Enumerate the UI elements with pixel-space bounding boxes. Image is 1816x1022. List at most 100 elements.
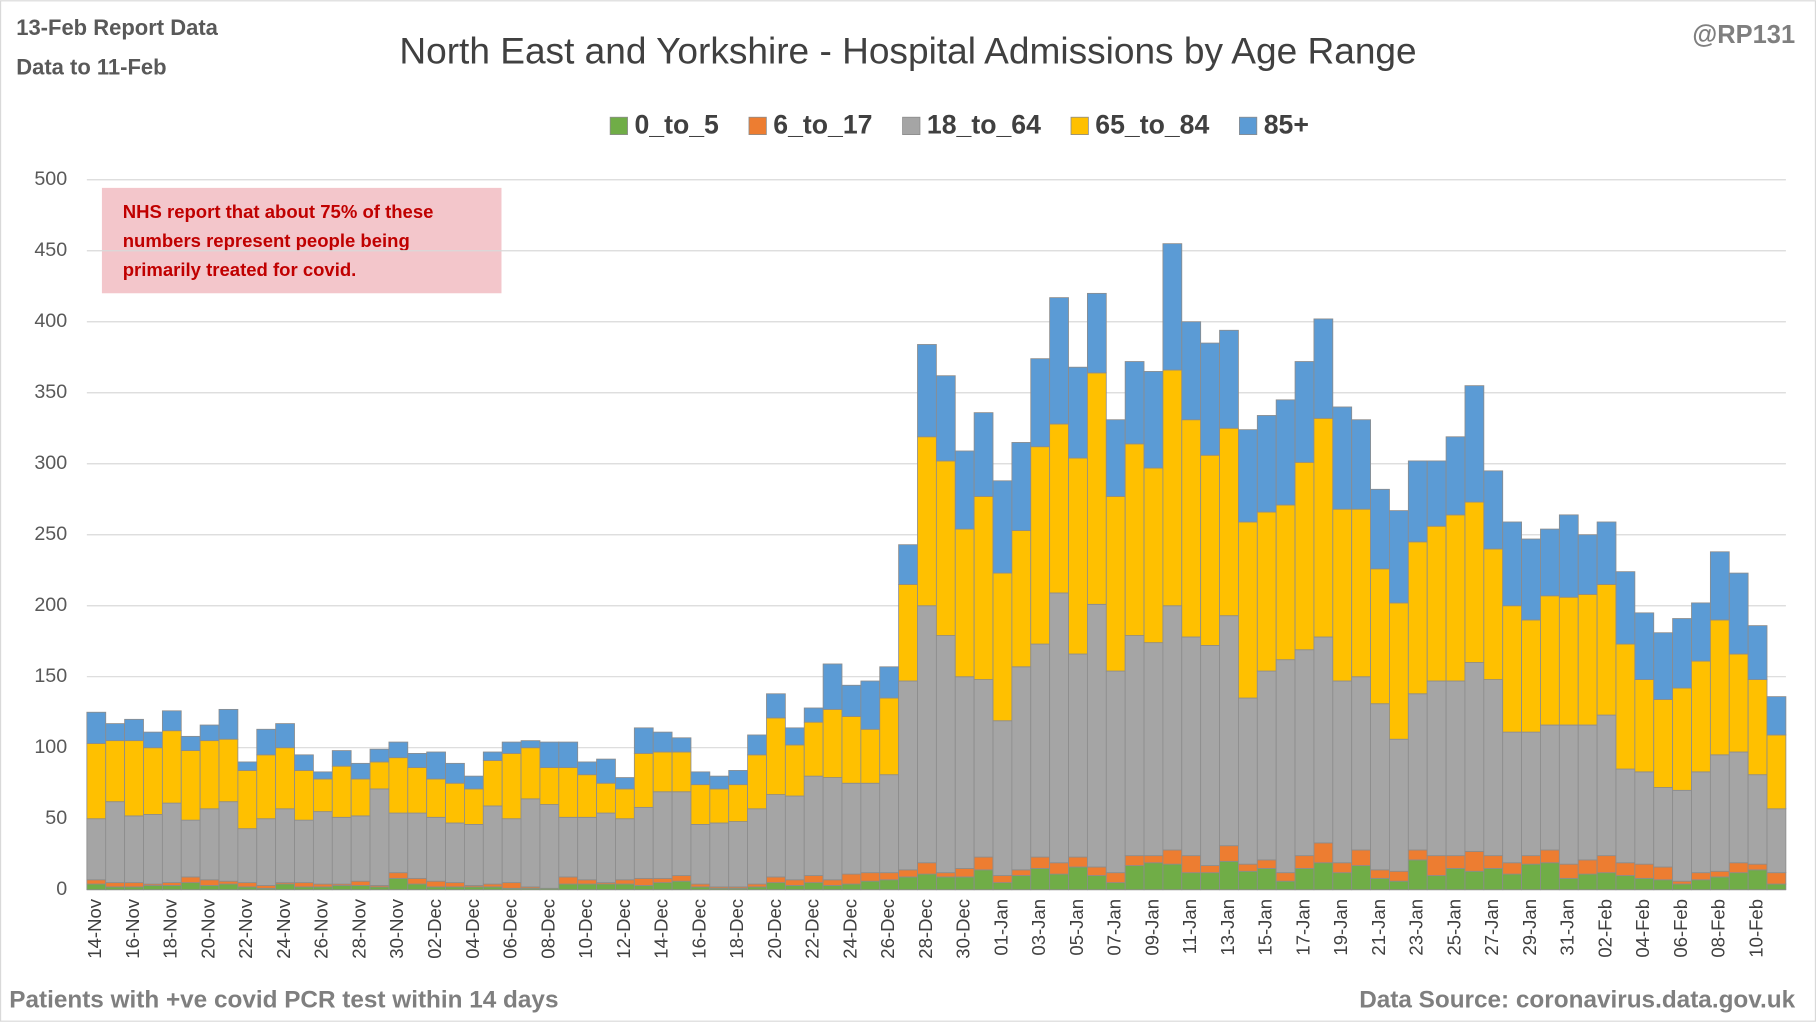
bar-segment (1332, 862, 1353, 874)
bar-segment (898, 876, 918, 891)
annotation-box (101, 187, 502, 294)
bar-segment (596, 812, 616, 884)
bar-segment (690, 784, 711, 825)
bar-segment (1634, 771, 1655, 865)
x-tick-label: 13-Jan (1217, 899, 1238, 956)
bar-segment (1275, 399, 1296, 506)
bar-segment (1577, 859, 1598, 875)
bar-segment (1426, 855, 1447, 876)
bar-segment (1332, 508, 1353, 682)
bar-segment (294, 819, 314, 884)
bar-segment (199, 885, 220, 891)
bar-segment (992, 882, 1013, 891)
bar-segment (615, 879, 635, 885)
footer-left: Patients with +ve covid PCR test within … (9, 986, 558, 1013)
legend-swatch (748, 116, 767, 136)
bar-segment (1558, 514, 1579, 598)
bar-segment (1540, 849, 1560, 864)
bar-segment (256, 728, 277, 756)
report-date: 13-Feb Report Data (16, 15, 218, 40)
bar-segment (992, 720, 1013, 876)
bar-segment (1049, 873, 1069, 891)
bar-segment (1219, 860, 1239, 891)
bar-segment (615, 788, 635, 820)
bar-segment (954, 676, 975, 869)
bar-segment (1445, 436, 1466, 516)
y-tick-label: 450 (34, 239, 67, 261)
bar-segment (1728, 751, 1749, 864)
bar-segment (690, 823, 711, 885)
bar-segment (615, 883, 635, 891)
bar-segment (294, 770, 314, 821)
bar-segment (879, 666, 900, 699)
bar-segment (973, 856, 994, 871)
bar-segment (1766, 808, 1787, 874)
bar-segment (1766, 696, 1787, 736)
bar-segment (161, 730, 182, 804)
bar-segment (275, 808, 295, 884)
bar-segment (1011, 530, 1032, 668)
bar-segment (1313, 842, 1334, 864)
bar-segment (935, 460, 956, 636)
bar-segment (652, 877, 673, 884)
bar-segment (1426, 875, 1447, 891)
bar-segment (898, 584, 918, 682)
bar-segment (1483, 679, 1504, 857)
x-tick-label: 28-Nov (348, 898, 369, 958)
bar-segment (1747, 774, 1768, 865)
bar-segment (1313, 636, 1334, 844)
bar-segment (1181, 321, 1202, 421)
x-tick-label: 04-Dec (462, 899, 483, 959)
bar-segment (1691, 872, 1711, 881)
bar-segment (445, 882, 465, 888)
bar-segment (860, 728, 881, 784)
bar-segment (1709, 619, 1730, 756)
bar-segment (879, 774, 900, 874)
bar-segment (784, 879, 805, 886)
bar-segment (161, 885, 182, 891)
bar-segment (1672, 880, 1692, 885)
bar-segment (105, 801, 126, 884)
bar-segment (917, 862, 937, 875)
bar-segment (1502, 521, 1523, 607)
bar-segment (1219, 427, 1239, 617)
bar-segment (671, 791, 692, 876)
bar-segment (1351, 865, 1371, 891)
bar-segment (1124, 855, 1145, 866)
bar-segment (1445, 514, 1466, 682)
bar-segment (1502, 873, 1523, 891)
y-tick-label: 400 (34, 310, 67, 332)
bar-segment (1464, 501, 1485, 663)
x-tick-label: 28-Dec (915, 899, 936, 959)
bar-segment (1238, 863, 1258, 872)
bar-segment (520, 798, 541, 888)
bar-segment (671, 880, 692, 891)
bar-segment (86, 818, 107, 881)
bar-segment (275, 723, 295, 749)
x-tick-label: 31-Jan (1557, 899, 1578, 956)
bar-segment (124, 886, 144, 891)
bar-segment (426, 880, 446, 888)
bar-segment (992, 875, 1013, 884)
bar-segment (1577, 724, 1598, 861)
bar-segment (1407, 541, 1428, 695)
legend-swatch (1070, 116, 1089, 136)
bar-segment (1238, 521, 1258, 699)
bar-segment (1200, 645, 1220, 866)
bar-segment (1256, 511, 1277, 672)
bar-segment (1068, 856, 1088, 868)
bar-segment (350, 762, 371, 780)
bar-segment (596, 782, 616, 814)
bar-segment (1351, 508, 1371, 678)
bar-segment (1596, 521, 1617, 585)
bar-segment (1162, 605, 1183, 851)
bar-segment (1653, 879, 1674, 891)
bar-segment (1030, 446, 1051, 645)
bar-segment (1124, 865, 1145, 891)
bar-segment (1370, 869, 1390, 879)
bar-segment (1313, 318, 1334, 419)
y-tick-label: 100 (34, 736, 67, 758)
bar-segment (1426, 680, 1447, 857)
annotation-line: numbers represent people being (123, 230, 410, 251)
bar-segment (766, 693, 786, 719)
